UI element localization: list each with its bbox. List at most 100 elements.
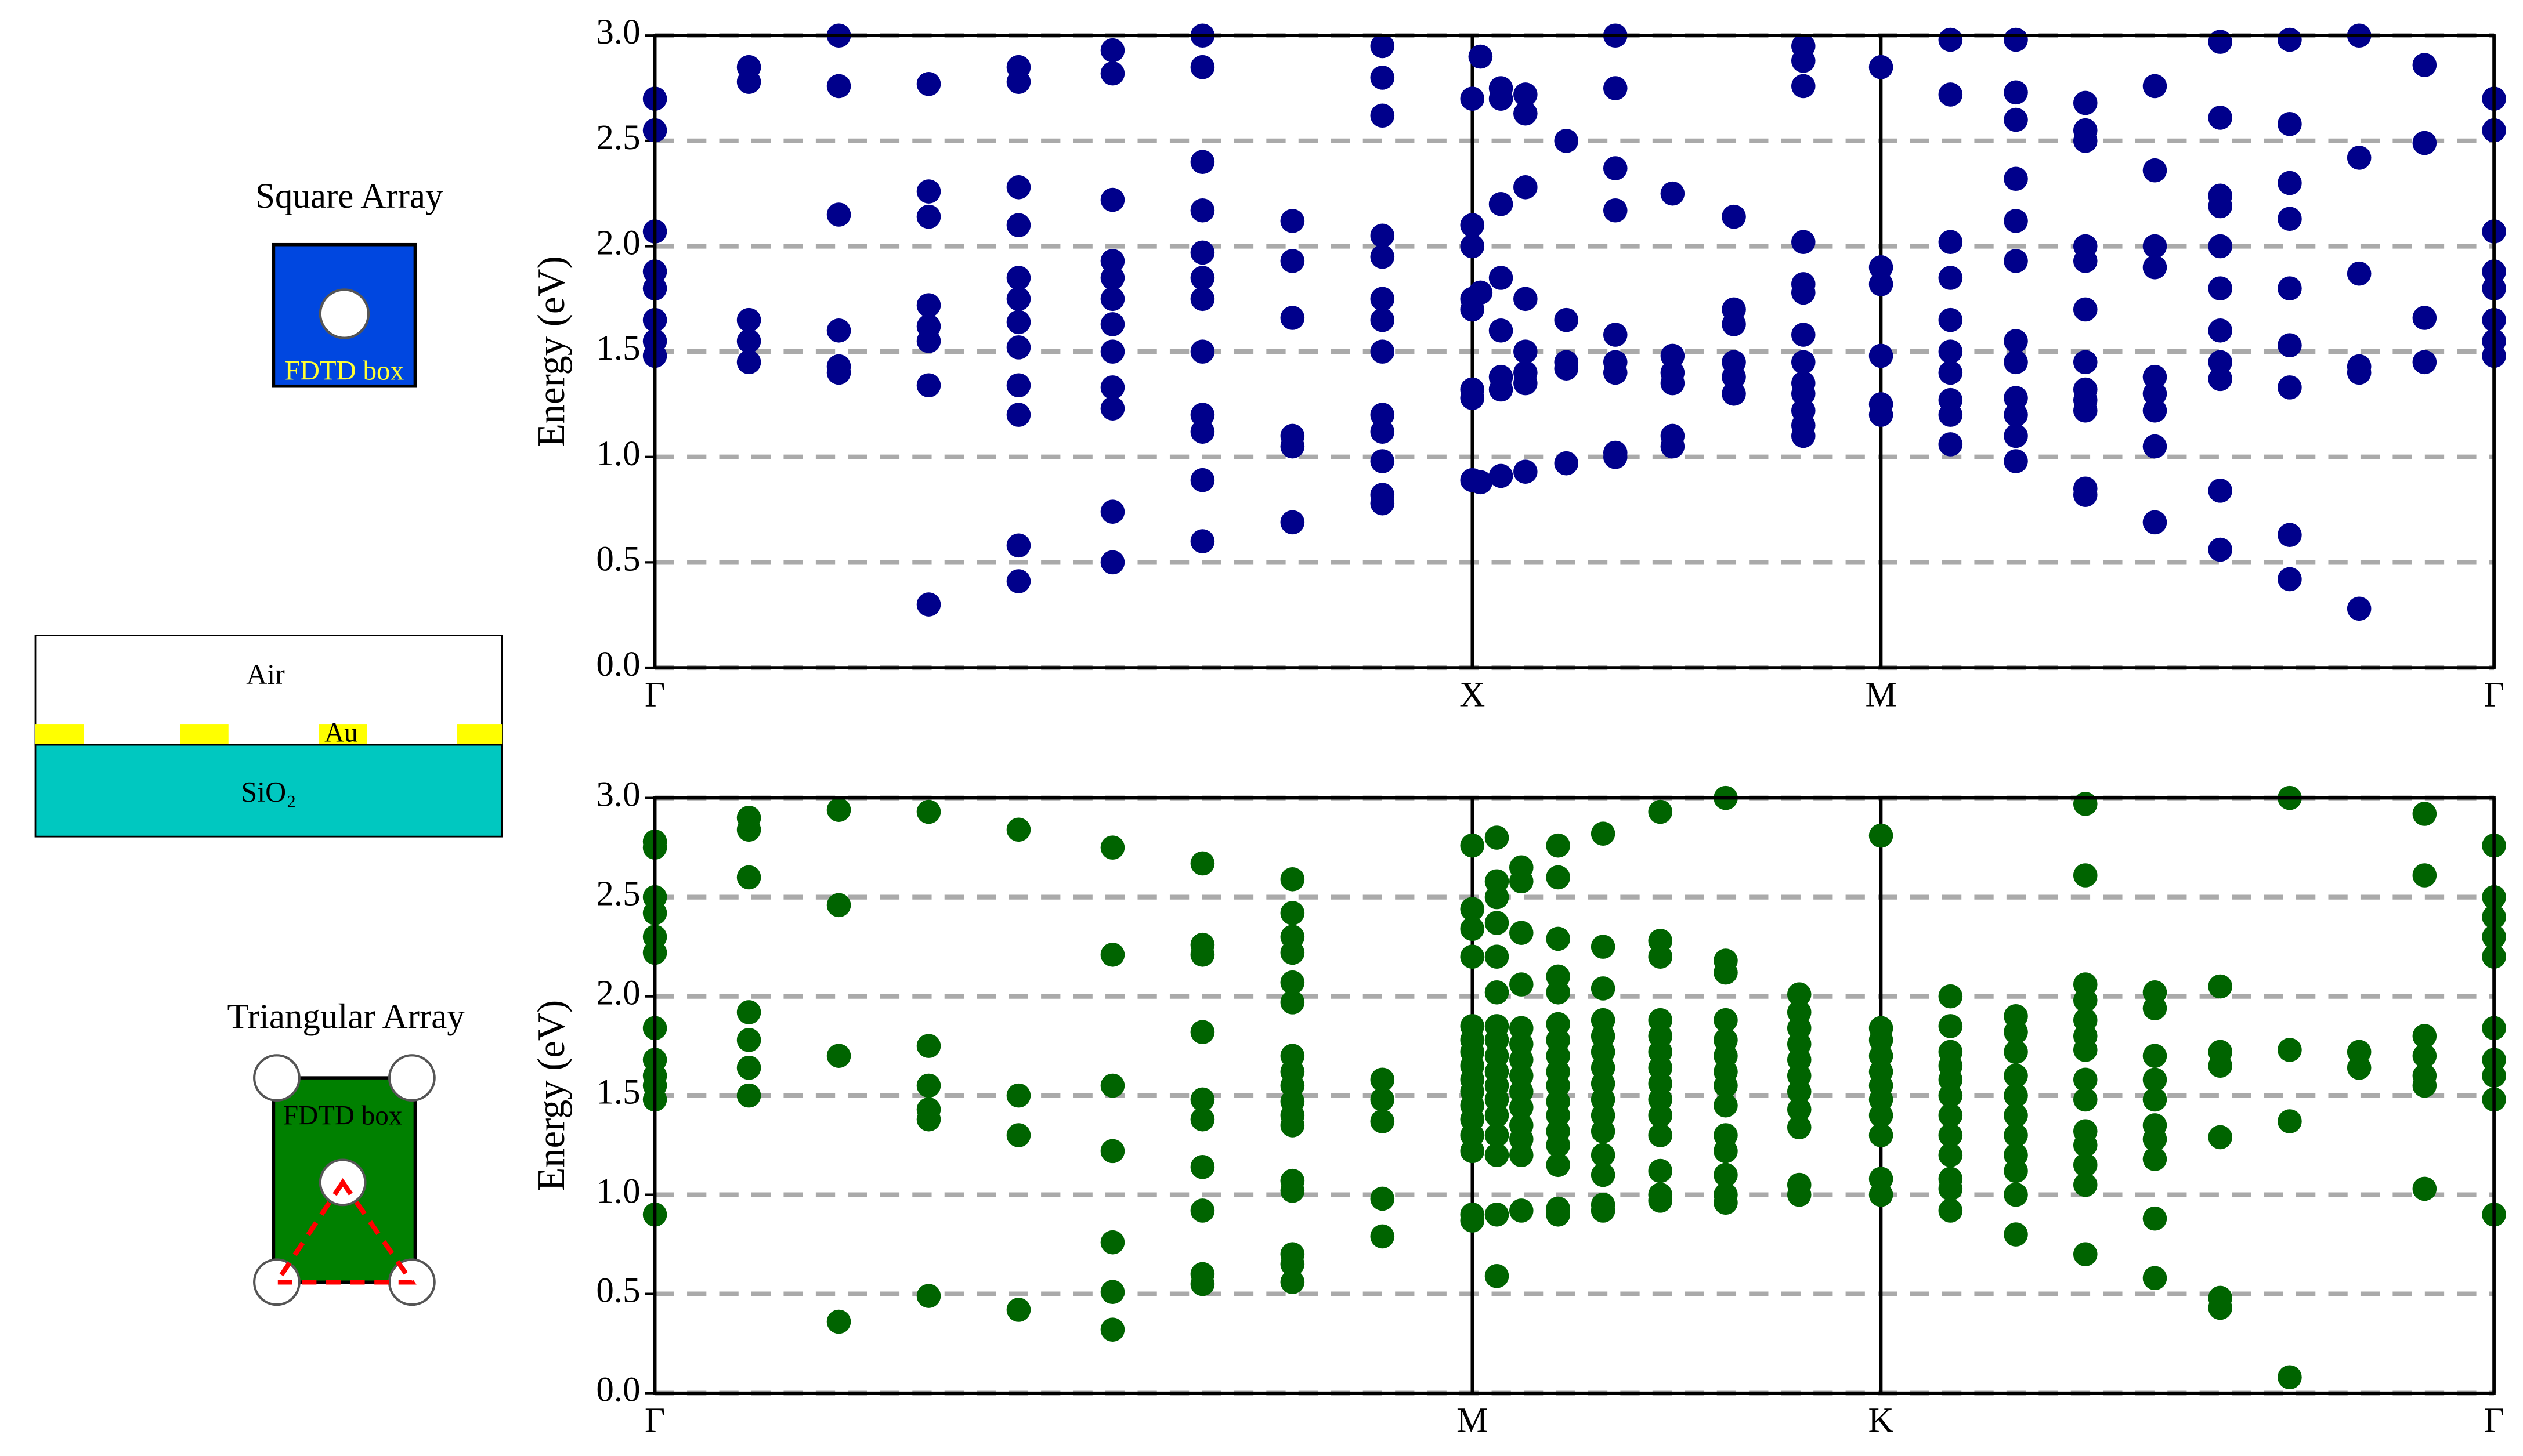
point — [1280, 306, 1305, 330]
point — [1280, 249, 1305, 273]
point — [1484, 825, 1509, 850]
point — [1280, 901, 1305, 925]
point — [2412, 350, 2437, 375]
x-tick-label: Γ — [645, 676, 665, 715]
point — [1488, 192, 1513, 216]
point — [1460, 917, 1485, 941]
plot-frame — [653, 796, 2496, 1395]
point — [1100, 312, 1125, 336]
point — [2347, 360, 2372, 385]
point — [1280, 1178, 1305, 1203]
point — [1938, 1103, 1963, 1128]
plot-frame — [653, 34, 2496, 669]
x-tick-label: Γ — [2484, 676, 2504, 715]
point — [2278, 171, 2302, 195]
point — [1660, 343, 1685, 368]
point — [2347, 1055, 2372, 1080]
point — [1938, 1143, 1963, 1168]
y-tick-label: 3.0 — [596, 13, 640, 52]
point — [1100, 249, 1125, 273]
point — [1370, 1224, 1395, 1249]
point — [1190, 419, 1215, 444]
substrate-label: SiO₂ — [241, 776, 297, 808]
point — [736, 1055, 761, 1080]
point — [2208, 234, 2232, 259]
point — [826, 202, 851, 227]
point — [2142, 158, 2167, 183]
y-tick-label: 3.0 — [596, 776, 640, 814]
point — [1513, 101, 1538, 126]
point — [1938, 1123, 1963, 1147]
point — [1484, 944, 1509, 969]
point — [1006, 213, 1031, 237]
point — [1722, 312, 1746, 336]
x-tick-label: K — [1868, 1401, 1894, 1440]
point — [1370, 403, 1395, 427]
point — [2278, 333, 2302, 358]
point — [1460, 944, 1485, 969]
point — [2278, 1038, 2302, 1062]
point — [2004, 1103, 2028, 1128]
point — [2142, 1127, 2167, 1151]
point — [1714, 1190, 1738, 1215]
y-tick-label: 2.5 — [596, 118, 640, 157]
point — [2347, 261, 2372, 286]
point — [1460, 897, 1485, 921]
point — [2278, 27, 2302, 52]
point — [1190, 55, 1215, 79]
point — [1468, 280, 1493, 305]
point — [1190, 1272, 1215, 1296]
point — [1488, 266, 1513, 290]
y-tick-label: 0.0 — [596, 1371, 640, 1410]
point — [1591, 1119, 1615, 1143]
point — [1370, 1186, 1395, 1211]
point — [1868, 1182, 1893, 1207]
point — [1100, 835, 1125, 860]
point — [1006, 310, 1031, 335]
point — [2412, 1024, 2437, 1048]
point — [1938, 339, 1963, 364]
chart-panel: 0.0 0.5 1.0 1.5 2.0 2.5 3.0 Γ M K Γ Energy (eV) — [530, 776, 2506, 1440]
point — [826, 360, 851, 385]
point — [2073, 1133, 2098, 1157]
point — [1868, 272, 1893, 296]
point — [2208, 367, 2232, 392]
point — [1006, 1123, 1031, 1147]
point — [1722, 381, 1746, 406]
point — [1868, 1123, 1893, 1147]
point — [2142, 1087, 2167, 1112]
point — [1513, 339, 1538, 364]
point — [2004, 1123, 2028, 1147]
point — [1868, 403, 1893, 427]
point — [1190, 943, 1215, 967]
point — [1190, 240, 1215, 265]
point — [1714, 960, 1738, 985]
point — [2142, 234, 2167, 259]
x-tick-label: X — [1459, 676, 1485, 715]
point — [2208, 974, 2232, 999]
point — [2278, 1365, 2302, 1390]
au-strip — [319, 724, 367, 745]
point — [2278, 207, 2302, 231]
triangular-diagram: Triangular Array FDTD box — [227, 997, 465, 1306]
point — [1791, 230, 1816, 255]
point — [1488, 318, 1513, 343]
point — [1006, 175, 1031, 200]
point — [1484, 1123, 1509, 1147]
point — [826, 1044, 851, 1069]
point — [916, 1034, 941, 1058]
hole — [319, 288, 370, 339]
point — [1546, 980, 1570, 1005]
point — [1591, 821, 1615, 846]
point — [1787, 1079, 1812, 1104]
au-strip — [180, 724, 229, 745]
point — [2278, 375, 2302, 400]
point — [1190, 339, 1215, 364]
point — [2004, 1182, 2028, 1207]
point — [1190, 1087, 1215, 1112]
point — [1484, 1264, 1509, 1288]
point — [1868, 343, 1893, 368]
point — [916, 71, 941, 96]
point — [2208, 350, 2232, 375]
